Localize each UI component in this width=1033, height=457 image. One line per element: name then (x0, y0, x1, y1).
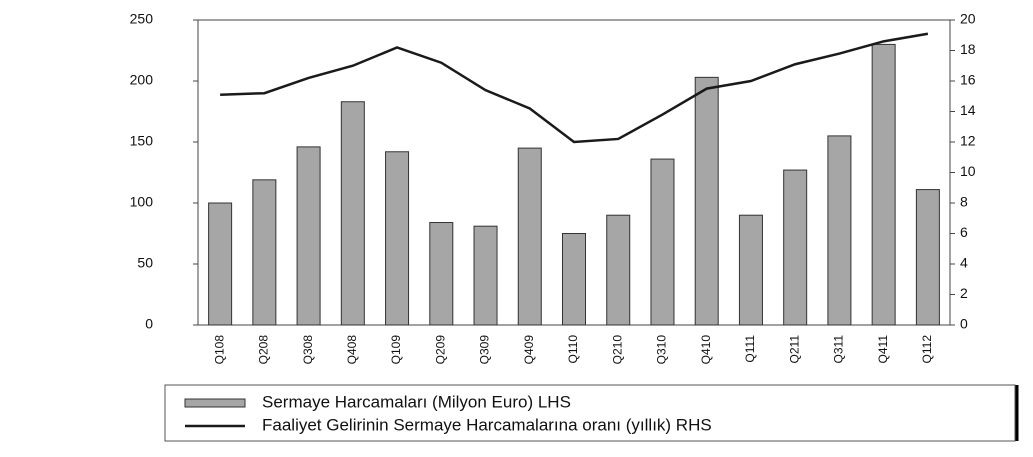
bar (561, 233, 587, 326)
y-tick-label: 250 (130, 11, 154, 27)
x-tick-label: Q112 (920, 335, 934, 364)
y2-tick-label: 10 (960, 163, 976, 179)
bar (208, 202, 233, 326)
legend-label: Sermaye Harcamaları (Milyon Euro) LHS (262, 392, 571, 411)
x-tick-label: Q208 (257, 335, 271, 365)
x-tick-label: Q110 (566, 335, 580, 364)
y2-tick-label: 18 (960, 41, 976, 57)
y2-tick-label: 16 (960, 72, 976, 88)
x-tick-label: Q211 (787, 335, 801, 364)
bar (296, 146, 321, 326)
bar (473, 225, 498, 326)
y-tick-label: 150 (130, 133, 154, 149)
bar (252, 179, 277, 326)
y-tick-label: 50 (137, 255, 153, 271)
x-tick-label: Q309 (478, 335, 492, 365)
bar (517, 147, 542, 326)
legend-label: Faaliyet Gelirinin Sermaye Harcamalarına… (262, 415, 712, 434)
x-tick-label: Q409 (522, 335, 536, 365)
legend-swatch (184, 398, 246, 408)
legend-box (164, 384, 1016, 442)
line-series (220, 32, 929, 144)
y2-tick-label: 12 (960, 133, 976, 149)
bar (340, 101, 365, 326)
bar (694, 76, 719, 326)
y2-tick-label: 14 (960, 102, 976, 118)
x-tick-label: Q411 (876, 335, 890, 364)
y-tick-label: 200 (130, 72, 154, 88)
x-tick-label: Q111 (743, 335, 757, 363)
x-tick-label: Q108 (212, 335, 226, 365)
y2-tick-label: 8 (960, 194, 968, 210)
x-tick-label: Q210 (610, 335, 624, 365)
x-tick-label: Q311 (832, 335, 846, 364)
y2-tick-label: 2 (960, 285, 968, 301)
x-tick-label: Q109 (389, 335, 403, 365)
bar (606, 214, 631, 326)
bar (429, 222, 454, 326)
y-tick-label: 0 (145, 316, 153, 332)
bar (650, 158, 675, 326)
x-tick-label: Q408 (345, 335, 359, 365)
bar (385, 151, 410, 326)
y-tick-label: 100 (130, 194, 154, 210)
bar (871, 43, 896, 326)
y2-tick-label: 0 (960, 316, 968, 332)
y2-tick-label: 4 (960, 255, 968, 271)
x-tick-label: Q308 (301, 335, 315, 365)
x-tick-label: Q410 (699, 335, 713, 365)
x-tick-label: Q310 (655, 335, 669, 365)
y2-tick-label: 20 (960, 11, 976, 27)
bar (783, 169, 808, 326)
y2-tick-label: 6 (960, 224, 968, 240)
bar (915, 189, 940, 326)
bar (738, 214, 763, 326)
bar (827, 135, 852, 326)
x-tick-label: Q209 (433, 335, 447, 365)
